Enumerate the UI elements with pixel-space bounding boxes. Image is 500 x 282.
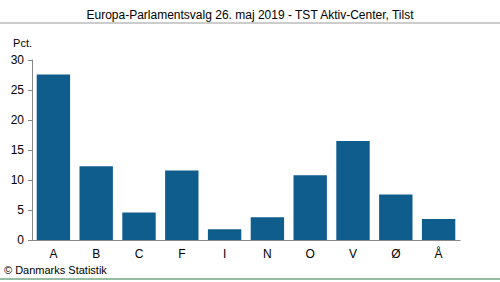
svg-text:15: 15 — [11, 143, 25, 157]
svg-text:B: B — [92, 247, 100, 261]
svg-text:5: 5 — [17, 203, 24, 217]
svg-text:F: F — [178, 247, 185, 261]
svg-text:25: 25 — [11, 83, 25, 97]
svg-text:Pct.: Pct. — [13, 37, 32, 49]
svg-text:20: 20 — [11, 113, 25, 127]
svg-text:Europa-Parlamentsvalg 26. maj: Europa-Parlamentsvalg 26. maj 2019 - TST… — [86, 8, 414, 22]
svg-text:O: O — [306, 247, 315, 261]
svg-text:A: A — [49, 247, 57, 261]
svg-text:N: N — [263, 247, 272, 261]
svg-text:Ø: Ø — [391, 247, 400, 261]
svg-text:10: 10 — [11, 173, 25, 187]
svg-text:Å: Å — [435, 246, 443, 261]
svg-text:I: I — [223, 247, 226, 261]
svg-text:© Danmarks Statistik: © Danmarks Statistik — [4, 264, 107, 276]
svg-text:C: C — [135, 247, 144, 261]
svg-text:0: 0 — [17, 233, 24, 247]
svg-text:30: 30 — [11, 53, 25, 67]
svg-text:V: V — [349, 247, 357, 261]
